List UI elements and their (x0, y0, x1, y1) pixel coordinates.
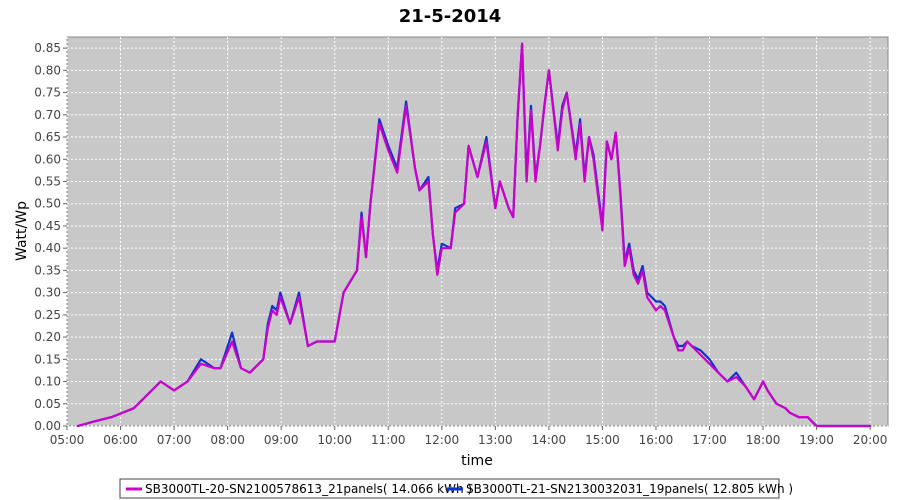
y-tick-label: 0.40 (34, 241, 61, 255)
y-tick-label: 0.15 (34, 352, 61, 366)
grid (66, 37, 888, 427)
series-line-1 (76, 42, 872, 428)
chart-title: 21-5-2014 (399, 6, 502, 27)
legend-label: SB3000TL-21-SN2130032031_19panels( 12.80… (466, 482, 793, 496)
plot-area (66, 36, 889, 427)
y-tick-label: 0.80 (34, 63, 61, 77)
x-tick-label: 17:00 (692, 433, 727, 447)
series-lines (76, 42, 872, 428)
x-tick-label: 06:00 (103, 433, 138, 447)
y-tick-label: 0.50 (34, 197, 61, 211)
x-tick-label: 20:00 (853, 433, 888, 447)
x-tick-label: 11:00 (371, 433, 406, 447)
legend: SB3000TL-20-SN2100578613_21panels( 14.06… (126, 482, 793, 496)
x-tick-label: 12:00 (425, 433, 460, 447)
x-tick-label: 08:00 (210, 433, 245, 447)
x-tick-label: 05:00 (50, 433, 85, 447)
x-tick-label: 09:00 (264, 433, 299, 447)
y-axis-ticks: 0.00 0.05 0.10 0.15 0.20 0.25 0.30 0.35 0.40 0.45… (34, 41, 67, 433)
x-axis-ticks: 05:00 06:00 07:00 08:00 09:00 10:00 11:00 12:00… (50, 426, 888, 447)
x-tick-label: 18:00 (746, 433, 781, 447)
y-tick-label: 0.25 (34, 308, 61, 322)
y-tick-label: 0.45 (34, 219, 61, 233)
x-tick-label: 16:00 (639, 433, 674, 447)
legend-label: SB3000TL-20-SN2100578613_21panels( 14.06… (145, 482, 472, 496)
y-tick-label: 0.85 (34, 41, 61, 55)
y-tick-label: 0.05 (34, 397, 61, 411)
x-tick-label: 10:00 (317, 433, 352, 447)
y-tick-label: 0.10 (34, 375, 61, 389)
x-axis-label: time (461, 453, 493, 469)
y-tick-label: 0.75 (34, 86, 61, 100)
x-tick-label: 15:00 (585, 433, 620, 447)
y-tick-label: 0.55 (34, 174, 61, 188)
y-axis-label: Watt/Wp (14, 201, 30, 261)
y-tick-label: 0.70 (34, 108, 61, 122)
x-tick-label: 19:00 (799, 433, 834, 447)
x-tick-label: 14:00 (532, 433, 567, 447)
y-tick-label: 0.65 (34, 130, 61, 144)
y-tick-label: 0.00 (34, 419, 61, 433)
x-tick-label: 13:00 (478, 433, 513, 447)
y-tick-label: 0.35 (34, 263, 61, 277)
x-tick-label: 07:00 (157, 433, 192, 447)
y-tick-label: 0.60 (34, 152, 61, 166)
y-tick-label: 0.30 (34, 286, 61, 300)
y-tick-label: 0.20 (34, 330, 61, 344)
